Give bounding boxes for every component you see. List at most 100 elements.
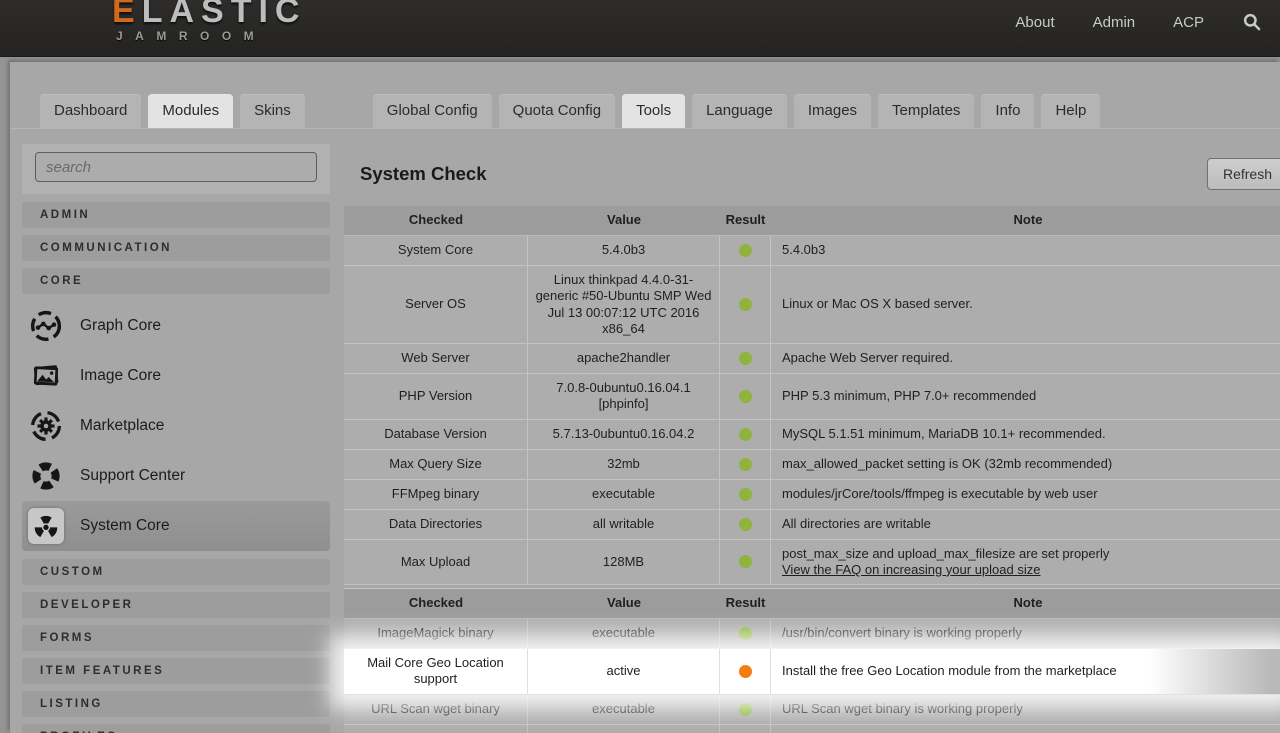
sidebar-item-label: System Core	[80, 517, 170, 534]
sidebar-category-core[interactable]: CORE	[22, 268, 330, 294]
life-ring-icon	[28, 458, 64, 494]
checked-cell: FFMpeg binary	[344, 479, 528, 509]
value-cell: active	[528, 649, 720, 694]
graph-icon	[28, 308, 64, 344]
module-search-input[interactable]	[35, 152, 317, 182]
sidebar-category-listing[interactable]: LISTING	[22, 691, 330, 717]
note-cell: Marketplace communications OK. Check for…	[771, 725, 1280, 733]
sidebar-category-custom[interactable]: CUSTOM	[22, 559, 330, 585]
value-cell: apache2handler	[528, 344, 720, 373]
page-panel: Dashboard Modules Skins Global Config Qu…	[10, 62, 1280, 733]
tab-skins[interactable]: Skins	[240, 94, 305, 128]
php-version-value: 7.0.8-0ubuntu0.16.04.1	[556, 380, 691, 395]
sidebar-category-developer[interactable]: DEVELOPER	[22, 592, 330, 618]
note-cell: Linux or Mac OS X based server.	[782, 296, 973, 312]
sidebar-item-system-core[interactable]: System Core	[22, 501, 330, 551]
sidebar-item-support-center[interactable]: Support Center	[22, 451, 330, 501]
page-title: System Check	[360, 163, 487, 184]
sidebar-item-label: Marketplace	[80, 417, 165, 434]
nav-admin[interactable]: Admin	[1092, 13, 1136, 31]
app-logo[interactable]: ELASTIC JAMROOM	[112, 0, 306, 42]
sidebar-category-forms[interactable]: FORMS	[22, 625, 330, 651]
result-cell	[720, 619, 771, 648]
result-cell	[720, 724, 771, 733]
tab-help[interactable]: Help	[1041, 94, 1101, 128]
logo-wordmark: ELASTIC	[112, 0, 306, 28]
nav-about[interactable]: About	[1015, 13, 1055, 31]
note-cell: URL Scan wget binary is working properly	[782, 700, 1023, 716]
value-cell: executable	[528, 694, 720, 724]
tab-quota-config[interactable]: Quota Config	[498, 94, 616, 128]
table-row-server-os: Server OS Linux thinkpad 4.4.0-31-generi…	[344, 266, 1280, 344]
system-check-table: Checked Value Result Note System Core 5.…	[344, 206, 1280, 733]
checked-cell: Server OS	[344, 266, 528, 343]
tab-info[interactable]: Info	[981, 94, 1035, 128]
sidebar-item-graph-core[interactable]: Graph Core	[22, 301, 330, 351]
col-header-note: Note	[1013, 212, 1043, 228]
result-cell	[720, 539, 771, 584]
note-cell: 5.4.0b3	[782, 242, 826, 258]
top-navigation: About Admin ACP	[1015, 12, 1262, 32]
col-header-value: Value	[607, 212, 641, 228]
note-cell: post_max_size and upload_max_filesize ar…	[771, 540, 1280, 585]
status-dot	[738, 555, 752, 569]
status-dot	[738, 664, 752, 678]
table-row-imagemagick-binary: ImageMagick binary executable /usr/bin/c…	[344, 619, 1280, 649]
sidebar-category-communication[interactable]: COMMUNICATION	[22, 235, 330, 261]
table-row-max-upload: Max Upload 128MB post_max_size and uploa…	[344, 539, 1280, 585]
checked-cell: Database Version	[344, 419, 528, 449]
status-dot	[738, 298, 752, 311]
image-icon	[28, 358, 64, 394]
logo-subtitle: JAMROOM	[116, 29, 267, 43]
sidebar-category-admin[interactable]: ADMIN	[22, 202, 330, 228]
status-dot	[738, 627, 752, 640]
main-title-row: System Check Refresh	[344, 144, 1280, 206]
note-cell: modules/jrCore/tools/ffmpeg is executabl…	[782, 485, 1098, 501]
sidebar-category-item-features[interactable]: ITEM FEATURES	[22, 658, 330, 684]
search-icon[interactable]	[1242, 12, 1262, 32]
tab-templates[interactable]: Templates	[878, 94, 975, 128]
sidebar-item-label: Graph Core	[80, 317, 161, 334]
checked-cell: Max Upload	[344, 539, 528, 584]
col-header-checked: Checked	[408, 212, 464, 228]
sidebar-item-marketplace[interactable]: Marketplace	[22, 401, 330, 451]
col-header-checked: Checked	[408, 595, 464, 611]
checked-cell: Max Query Size	[344, 449, 528, 479]
value-cell: all writable	[528, 509, 720, 539]
note-cell: MySQL 5.1.51 minimum, MariaDB 10.1+ reco…	[782, 425, 1106, 441]
tab-tools[interactable]: Tools	[622, 94, 686, 128]
result-cell	[720, 649, 771, 694]
note-text: post_max_size and upload_max_filesize ar…	[782, 545, 1110, 561]
tab-bar: Dashboard Modules Skins Global Config Qu…	[10, 94, 1280, 129]
value-cell: 7.0.8-0ubuntu0.16.04.1 [phpinfo]	[528, 374, 720, 419]
refresh-button[interactable]: Refresh	[1206, 158, 1280, 190]
phpinfo-link[interactable]: [phpinfo]	[598, 396, 649, 412]
sidebar-item-label: Support Center	[80, 467, 186, 484]
table-header-row: Checked Value Result Note	[344, 206, 1280, 236]
value-cell: 5.4.0b3	[528, 236, 720, 265]
checked-cell: Mail Core Geo Location support	[344, 649, 528, 694]
status-dot	[738, 352, 752, 365]
checked-cell: Marketplace	[344, 724, 528, 733]
sidebar-category-profiles[interactable]: PROFILES	[22, 724, 330, 733]
value-cell: 32mb	[528, 449, 720, 479]
tab-images[interactable]: Images	[793, 94, 872, 128]
table-row-marketplace: Marketplace API is working Marketplace c…	[344, 724, 1280, 733]
tab-language[interactable]: Language	[692, 94, 787, 128]
checked-cell: System Core	[344, 236, 528, 265]
tab-dashboard[interactable]: Dashboard	[40, 94, 142, 128]
table-header-row: Checked Value Result Note	[344, 588, 1280, 619]
note-cell: PHP 5.3 minimum, PHP 7.0+ recommended	[782, 388, 1037, 404]
tab-modules[interactable]: Modules	[148, 94, 234, 128]
result-cell	[720, 479, 771, 509]
nav-acp[interactable]: ACP	[1173, 13, 1204, 31]
top-header-bar: ELASTIC JAMROOM About Admin ACP	[0, 0, 1280, 56]
value-cell: 5.7.13-0ubuntu0.16.04.2	[528, 419, 720, 449]
checked-cell: Web Server	[344, 344, 528, 373]
sidebar-item-image-core[interactable]: Image Core	[22, 351, 330, 401]
table-row-web-server: Web Server apache2handler Apache Web Ser…	[344, 344, 1280, 374]
value-cell: Linux thinkpad 4.4.0-31-generic #50-Ubun…	[528, 266, 720, 343]
upload-faq-link[interactable]: View the FAQ on increasing your upload s…	[782, 561, 1041, 577]
tab-global-config[interactable]: Global Config	[372, 94, 492, 128]
status-dot	[738, 517, 752, 531]
